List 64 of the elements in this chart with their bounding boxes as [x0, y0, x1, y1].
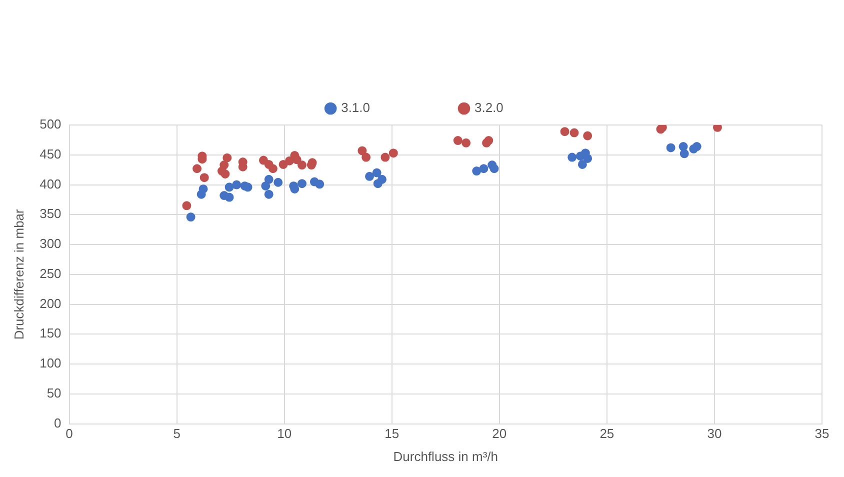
point [224, 192, 234, 202]
point [680, 149, 689, 158]
point [479, 164, 488, 174]
point [297, 160, 306, 170]
y-tick-label: 150 [40, 326, 62, 341]
point [666, 143, 676, 152]
point [315, 180, 324, 189]
point [380, 152, 390, 162]
point [182, 201, 192, 210]
point [583, 131, 592, 140]
x-axis-title: Durchfluss in m³/h [393, 448, 498, 464]
point [186, 212, 196, 222]
y-tick-label: 300 [40, 236, 62, 252]
point [372, 168, 382, 178]
point [232, 180, 242, 190]
x-tick-label: 30 [707, 426, 722, 442]
x-tick-label: 25 [600, 426, 614, 442]
point [712, 125, 722, 132]
point [560, 127, 570, 136]
x-tick-label: 20 [492, 426, 507, 442]
point [196, 190, 206, 199]
point [200, 173, 209, 182]
y-tick-label: 250 [40, 266, 62, 281]
x-tick-label: 15 [384, 426, 400, 442]
point [358, 146, 367, 156]
point [268, 164, 278, 174]
point [365, 172, 374, 181]
point [570, 128, 579, 138]
point [583, 154, 592, 163]
point [578, 160, 587, 169]
y-tick-label: 400 [40, 176, 62, 192]
point [490, 164, 499, 174]
point [472, 166, 482, 176]
point [261, 181, 270, 190]
point [388, 148, 398, 158]
y-tick-label: 0 [54, 415, 62, 430]
y-axis-title: Druckdifferenz in mbar [11, 208, 26, 340]
x-tick-label: 10 [277, 426, 292, 442]
x-tick-label: 35 [814, 426, 830, 442]
point [692, 142, 702, 152]
point [274, 178, 283, 187]
y-tick-label: 200 [40, 296, 62, 311]
point [373, 179, 382, 188]
point [192, 164, 202, 174]
point [224, 182, 234, 192]
point [222, 153, 232, 162]
point [220, 170, 230, 179]
y-tick-label: 50 [46, 386, 62, 400]
x-tick-label: 0 [66, 426, 73, 442]
point [462, 138, 471, 148]
legend-label: 3.2.0 [474, 100, 504, 116]
x-tick-label: 5 [173, 426, 180, 442]
y-tick-label: 100 [40, 356, 62, 371]
point [453, 136, 462, 146]
point [264, 174, 274, 184]
point [568, 152, 577, 162]
point [362, 152, 371, 162]
y-tick-label: 500 [40, 116, 62, 132]
y-tick-label: 450 [40, 146, 62, 162]
point [678, 142, 688, 152]
legend-label: 3.1.0 [341, 100, 370, 116]
y-tick-label: 350 [40, 206, 62, 222]
point [264, 190, 274, 199]
point [297, 179, 306, 188]
